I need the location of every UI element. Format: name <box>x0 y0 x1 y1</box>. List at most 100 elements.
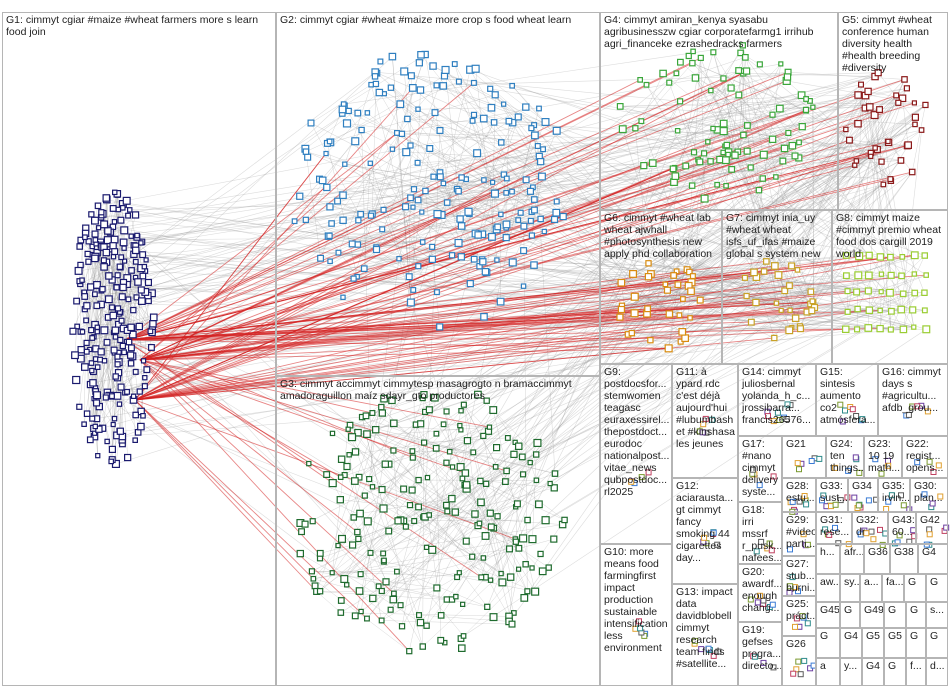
group-box-g3: G3: cimmyt accimmyt cimmytesp masagrogto… <box>276 376 600 686</box>
edge <box>903 292 916 330</box>
edge <box>140 56 393 291</box>
edge <box>407 118 544 150</box>
edge <box>353 54 426 279</box>
edge <box>107 352 115 393</box>
node <box>460 601 466 607</box>
node <box>692 637 698 644</box>
edge <box>856 145 908 162</box>
node <box>538 567 547 576</box>
group-label-g12: G12: aciarausta... gt cimmyt fancy smoki… <box>676 480 734 564</box>
edge <box>330 75 445 143</box>
edge <box>378 585 488 608</box>
node <box>691 74 700 82</box>
edge <box>361 416 484 559</box>
node <box>114 272 121 279</box>
node <box>494 513 501 520</box>
node <box>109 205 117 212</box>
edge <box>97 236 132 368</box>
group-label-small-14: G <box>910 604 919 616</box>
node <box>797 91 806 100</box>
edge <box>368 258 400 480</box>
edge <box>316 488 467 592</box>
edge <box>310 122 377 248</box>
group-box-small-18: G5 <box>862 628 884 658</box>
node <box>390 447 397 454</box>
node <box>128 233 134 239</box>
edge <box>621 290 692 306</box>
node <box>358 126 365 134</box>
node <box>785 129 792 137</box>
node <box>687 315 693 321</box>
edge <box>529 462 537 481</box>
edge <box>460 567 533 639</box>
edge <box>880 256 915 294</box>
node <box>863 530 870 537</box>
node <box>756 61 763 68</box>
node <box>616 102 624 110</box>
edge <box>779 102 915 109</box>
node <box>339 216 347 224</box>
edge <box>512 85 724 153</box>
node <box>443 501 450 509</box>
node <box>76 403 83 410</box>
edge <box>639 79 721 160</box>
node <box>71 351 79 360</box>
node <box>329 570 335 576</box>
node <box>682 162 690 170</box>
node <box>405 273 413 281</box>
node <box>842 252 850 259</box>
edge <box>465 472 502 574</box>
edge <box>407 118 744 136</box>
edge <box>134 399 314 580</box>
node <box>473 149 482 158</box>
node <box>760 597 767 604</box>
node <box>429 243 436 250</box>
node <box>449 464 456 470</box>
node <box>676 98 684 105</box>
node <box>126 351 135 359</box>
node <box>498 139 505 146</box>
node <box>638 474 645 481</box>
edge <box>94 145 538 295</box>
node <box>440 421 447 428</box>
edge <box>294 129 362 222</box>
edge <box>812 107 814 303</box>
node <box>116 401 123 407</box>
edge <box>375 71 681 102</box>
node <box>797 671 804 678</box>
node <box>747 318 755 326</box>
node <box>912 121 918 128</box>
edge <box>366 484 467 619</box>
edge <box>79 217 102 407</box>
node <box>88 360 95 366</box>
node <box>119 283 127 292</box>
edge <box>426 106 871 548</box>
node <box>903 85 911 92</box>
node <box>911 271 918 277</box>
node <box>375 583 382 590</box>
edge <box>766 132 789 262</box>
node <box>343 462 351 471</box>
node <box>431 393 439 402</box>
group-label-g9: G9: postdocsfor... stemwomen teagasc eur… <box>604 366 670 498</box>
group-label-g10: G10: more means food farmingfirst impact… <box>604 546 668 654</box>
node <box>117 383 125 391</box>
edge <box>798 157 855 166</box>
edge <box>462 478 528 592</box>
node <box>378 587 385 595</box>
node <box>770 473 777 480</box>
node <box>104 438 110 445</box>
node <box>316 587 324 595</box>
node <box>926 458 933 465</box>
node <box>478 574 485 581</box>
edge <box>367 521 464 637</box>
edge <box>475 68 546 123</box>
node <box>527 217 534 224</box>
edge <box>338 252 681 342</box>
node <box>428 255 436 263</box>
node <box>337 597 345 604</box>
node <box>118 254 125 261</box>
edge <box>390 87 507 238</box>
